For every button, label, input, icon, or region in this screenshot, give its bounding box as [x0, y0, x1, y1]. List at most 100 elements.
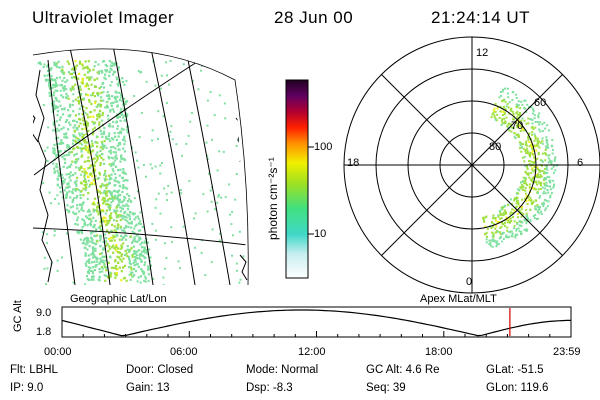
emission-pixel: [535, 174, 538, 176]
emission-pixel: [508, 235, 511, 238]
emission-pixel: [163, 187, 166, 190]
emission-pixel: [54, 152, 57, 155]
emission-pixel: [484, 225, 487, 228]
emission-pixel: [138, 249, 141, 252]
emission-pixel: [121, 99, 124, 103]
emission-pixel: [94, 100, 97, 103]
emission-pixel: [532, 187, 535, 190]
emission-pixel: [87, 60, 90, 63]
emission-pixel: [72, 126, 75, 129]
emission-pixel: [119, 225, 122, 228]
emission-pixel: [50, 102, 53, 105]
emission-pixel: [536, 142, 539, 145]
emission-pixel: [104, 73, 107, 76]
xtick-2359: 23:59: [553, 346, 581, 358]
emission-pixel: [510, 220, 513, 222]
emission-pixel: [210, 260, 213, 263]
emission-pixel: [118, 251, 121, 254]
emission-pixel: [81, 154, 84, 157]
emission-pixel: [502, 237, 505, 240]
emission-pixel: [88, 261, 91, 264]
emission-pixel: [92, 91, 95, 95]
emission-pixel: [490, 116, 493, 119]
emission-pixel: [71, 190, 74, 193]
emission-pixel: [90, 83, 93, 86]
emission-pixel: [531, 118, 534, 121]
emission-pixel: [67, 71, 70, 74]
emission-pixel: [125, 203, 128, 206]
emission-pixel: [67, 181, 70, 184]
emission-pixel: [545, 181, 548, 184]
emission-pixel: [84, 147, 87, 150]
emission-pixel: [81, 132, 84, 135]
emission-pixel: [102, 82, 105, 85]
emission-pixel: [83, 224, 86, 227]
emission-pixel: [56, 183, 59, 186]
emission-pixel: [499, 236, 502, 238]
emission-pixel: [74, 182, 78, 185]
emission-pixel: [136, 240, 139, 243]
emission-pixel: [493, 223, 496, 226]
emission-pixel: [42, 65, 45, 69]
emission-pixel: [524, 107, 527, 110]
emission-pixel: [120, 113, 124, 116]
emission-pixel: [539, 195, 542, 197]
emission-pixel: [70, 163, 73, 166]
emission-pixel: [532, 162, 535, 164]
emission-pixel: [82, 134, 85, 137]
emission-pixel: [72, 93, 75, 96]
emission-pixel: [511, 235, 514, 238]
emission-pixel: [68, 105, 72, 108]
emission-pixel: [46, 65, 49, 68]
emission-pixel: [45, 79, 48, 82]
emission-pixel: [84, 139, 87, 142]
emission-pixel: [134, 250, 138, 253]
emission-pixel: [509, 108, 512, 111]
emission-pixel: [501, 121, 504, 124]
emission-pixel: [523, 229, 526, 231]
emission-pixel: [105, 69, 108, 72]
emission-pixel: [544, 192, 547, 195]
emission-pixel: [105, 203, 108, 206]
emission-pixel: [135, 223, 138, 226]
emission-pixel: [120, 246, 124, 249]
emission-pixel: [538, 112, 541, 115]
emission-pixel: [63, 178, 67, 181]
emission-pixel: [115, 219, 118, 222]
emission-pixel: [125, 79, 128, 82]
emission-pixel: [125, 216, 128, 219]
emission-pixel: [485, 231, 488, 234]
emission-pixel: [84, 85, 87, 88]
emission-pixel: [504, 108, 507, 111]
emission-pixel: [49, 87, 52, 90]
emission-pixel: [82, 147, 85, 150]
emission-pixel: [525, 122, 528, 125]
emission-pixel: [116, 105, 119, 108]
emission-pixel: [110, 193, 113, 196]
emission-pixel: [524, 170, 527, 173]
emission-pixel: [73, 130, 76, 133]
meridian-line: [47, 59, 76, 285]
emission-pixel: [77, 189, 80, 192]
emission-pixel: [516, 110, 519, 113]
emission-pixel: [498, 117, 501, 119]
emission-pixel: [93, 157, 96, 160]
emission-pixel: [91, 261, 94, 264]
emission-pixel: [114, 176, 117, 179]
emission-pixel: [504, 213, 507, 215]
emission-pixel: [107, 134, 110, 138]
emission-pixel: [78, 62, 82, 65]
emission-pixel: [91, 266, 94, 269]
emission-pixel: [105, 224, 108, 227]
emission-pixel: [549, 196, 552, 199]
emission-pixel: [110, 230, 113, 233]
emission-pixel: [105, 70, 108, 73]
emission-pixel: [499, 212, 502, 215]
emission-pixel: [50, 67, 53, 70]
emission-pixel: [539, 174, 542, 177]
emission-pixel: [535, 218, 538, 220]
emission-pixel: [124, 172, 127, 175]
emission-pixel: [529, 178, 532, 181]
emission-pixel: [146, 251, 149, 254]
emission-pixel: [52, 121, 55, 124]
